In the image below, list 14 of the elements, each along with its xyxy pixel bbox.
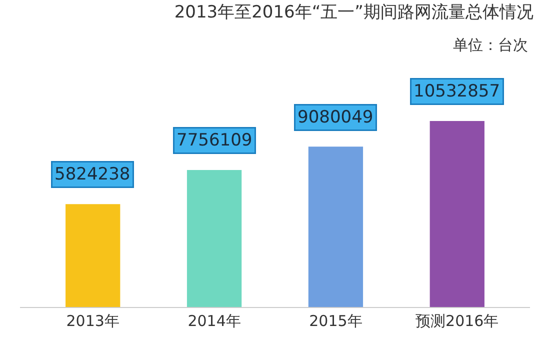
data-label: 9080049 [298, 108, 374, 128]
bar [308, 146, 364, 307]
x-tick-label: 2015年 [309, 312, 362, 330]
data-label: 7756109 [176, 130, 252, 150]
x-tick-label: 预测2016年 [416, 312, 499, 330]
x-tick-label: 2013年 [66, 312, 120, 330]
data-label: 10532857 [414, 82, 500, 102]
bar [186, 170, 242, 307]
bar [66, 204, 120, 307]
chart-subtitle: 单位：台次 [453, 36, 528, 54]
data-label: 5824238 [54, 164, 130, 184]
chart-title: 2013年至2016年“五一”期间路网流量总体情况 [174, 2, 534, 22]
x-tick-label: 2014年 [188, 312, 241, 330]
bar [430, 121, 484, 307]
